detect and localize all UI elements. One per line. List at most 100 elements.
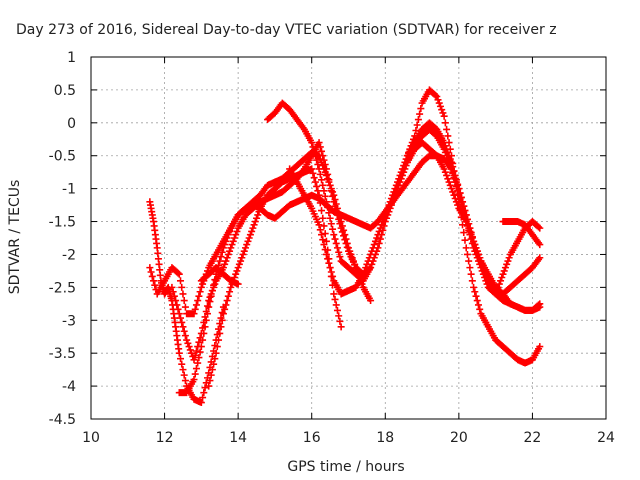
data-point xyxy=(433,92,441,100)
data-point xyxy=(467,231,475,239)
data-point xyxy=(333,306,341,314)
data-point xyxy=(457,213,465,221)
data-series-10 xyxy=(205,165,345,390)
data-point xyxy=(389,191,397,199)
data-point xyxy=(460,229,468,237)
data-point xyxy=(497,277,505,285)
y-tick-label: -1 xyxy=(62,182,76,198)
data-point xyxy=(325,176,333,184)
data-point xyxy=(197,283,205,291)
data-point xyxy=(314,187,322,195)
data-point xyxy=(413,121,421,129)
data-point xyxy=(536,241,544,249)
data-point xyxy=(340,232,348,240)
data-point xyxy=(438,106,446,114)
data-point xyxy=(474,250,482,258)
data-point xyxy=(212,270,220,278)
data-point xyxy=(180,371,188,379)
data-point xyxy=(180,297,188,305)
data-point xyxy=(224,231,232,239)
data-point xyxy=(310,174,318,182)
data-point xyxy=(243,241,251,249)
data-point xyxy=(181,377,189,385)
data-point xyxy=(319,181,327,189)
x-tick-label: 14 xyxy=(229,430,247,446)
data-point xyxy=(450,174,458,182)
data-point xyxy=(190,356,198,364)
data-point xyxy=(440,145,448,153)
data-point xyxy=(148,272,156,280)
y-axis-label: SDTVAR / TECUs xyxy=(7,180,23,295)
data-point xyxy=(229,237,237,245)
data-point xyxy=(325,255,333,263)
data-point xyxy=(465,257,473,265)
data-point xyxy=(218,248,226,256)
data-point xyxy=(192,365,200,373)
data-point xyxy=(205,303,213,311)
data-point xyxy=(341,236,349,244)
data-point xyxy=(445,158,453,166)
data-point xyxy=(446,145,454,153)
y-tick-label: -4.5 xyxy=(49,412,76,428)
data-point xyxy=(146,264,154,272)
data-point xyxy=(203,310,211,318)
data-point xyxy=(375,227,383,235)
data-point xyxy=(324,203,332,211)
data-point xyxy=(205,297,213,305)
data-point xyxy=(316,170,324,178)
data-point xyxy=(325,209,333,217)
data-point xyxy=(174,269,182,277)
data-point xyxy=(315,221,323,229)
data-point xyxy=(200,389,208,397)
data-point xyxy=(227,244,235,252)
y-tick-label: 0 xyxy=(67,116,76,132)
data-point xyxy=(463,250,471,258)
data-point xyxy=(397,168,405,176)
data-point xyxy=(318,147,326,155)
y-tick-label: -4 xyxy=(62,379,76,395)
data-point xyxy=(212,349,220,357)
data-point xyxy=(470,237,478,245)
data-point xyxy=(248,227,256,235)
data-point xyxy=(219,244,227,252)
data-point xyxy=(242,244,249,252)
data-point xyxy=(179,290,187,298)
data-point xyxy=(481,267,489,275)
data-point xyxy=(197,343,205,351)
data-point xyxy=(175,349,183,357)
data-point xyxy=(327,272,335,280)
data-point xyxy=(210,360,218,368)
data-point xyxy=(218,316,226,324)
data-point xyxy=(343,243,351,251)
data-point xyxy=(194,359,202,367)
data-point xyxy=(386,198,394,206)
x-axis-label: GPS time / hours xyxy=(287,459,404,475)
data-point xyxy=(253,214,261,222)
data-point xyxy=(190,376,198,384)
data-point xyxy=(308,165,316,173)
data-point xyxy=(314,161,322,169)
data-point xyxy=(245,234,253,242)
data-point xyxy=(322,198,330,206)
data-point xyxy=(330,231,338,239)
data-point xyxy=(408,139,416,147)
data-point xyxy=(476,305,484,313)
data-point xyxy=(324,246,332,254)
data-point xyxy=(249,224,257,232)
data-point xyxy=(237,257,245,265)
data-point xyxy=(232,270,240,278)
data-point xyxy=(456,205,464,213)
data-point xyxy=(536,343,544,351)
data-point xyxy=(462,218,470,226)
data-series-7 xyxy=(403,86,544,367)
x-tick-label: 24 xyxy=(597,430,615,446)
data-point xyxy=(396,171,404,179)
data-point xyxy=(321,192,329,200)
data-point xyxy=(449,159,457,167)
data-point xyxy=(336,317,344,325)
data-point xyxy=(195,338,203,346)
data-point xyxy=(313,182,321,190)
data-point xyxy=(244,237,252,245)
data-point xyxy=(376,235,384,243)
data-point xyxy=(250,221,258,229)
